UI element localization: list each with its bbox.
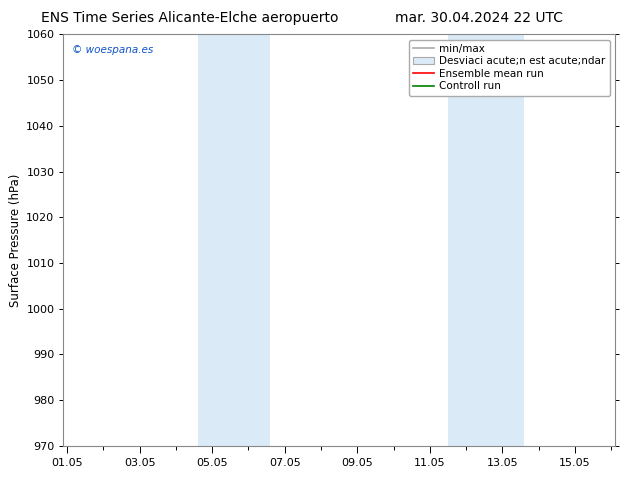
Legend: min/max, Desviaci acute;n est acute;ndar, Ensemble mean run, Controll run: min/max, Desviaci acute;n est acute;ndar…	[409, 40, 610, 96]
Text: ENS Time Series Alicante-Elche aeropuerto: ENS Time Series Alicante-Elche aeropuert…	[41, 11, 339, 25]
Bar	[448, 34, 524, 446]
Y-axis label: Surface Pressure (hPa): Surface Pressure (hPa)	[9, 173, 22, 307]
Text: mar. 30.04.2024 22 UTC: mar. 30.04.2024 22 UTC	[395, 11, 562, 25]
Bar	[198, 34, 270, 446]
Text: © woespana.es: © woespana.es	[72, 45, 153, 54]
